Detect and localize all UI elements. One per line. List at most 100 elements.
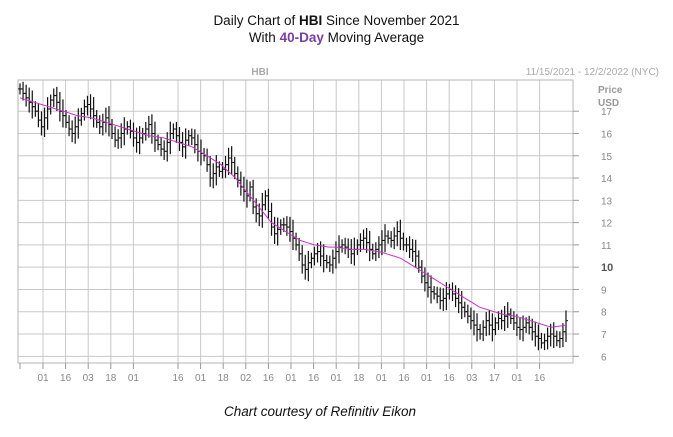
chart-title-line-1: Daily Chart of HBI Since November 2021 (213, 13, 460, 28)
price-bar (21, 81, 26, 101)
x-tick-label: 01 (376, 373, 388, 384)
price-bar (251, 179, 256, 215)
y-axis-label-currency: USD (598, 98, 619, 109)
price-bar (36, 104, 41, 128)
y-tick-label: 12 (601, 219, 613, 230)
y-tick-label: 13 (601, 196, 613, 207)
price-bar (70, 120, 75, 143)
price-bar (100, 113, 105, 136)
price-bar (346, 238, 351, 259)
price-bar (352, 237, 357, 266)
price-bar (88, 94, 93, 120)
date-range-label: 11/15/2021 - 12/2/2022 (NYC) (526, 67, 659, 78)
x-tick-label: 17 (489, 373, 501, 384)
price-bar (337, 235, 342, 264)
price-bar (564, 310, 568, 343)
y-tick-label: 17 (601, 107, 613, 118)
price-bar (324, 254, 329, 269)
x-tick-label: 16 (172, 373, 184, 384)
symbol-label: HBI (251, 67, 268, 78)
price-bar (208, 155, 213, 187)
price-bar (484, 311, 489, 337)
price-bar (508, 308, 513, 325)
price-bar (361, 229, 366, 250)
x-tick-label: 01 (421, 373, 433, 384)
x-tick-label: 16 (444, 373, 456, 384)
x-tick-label: 02 (240, 373, 252, 384)
price-bar (376, 236, 381, 259)
chart-title-line-2: With 40-Day Moving Average (248, 30, 425, 45)
x-tick-label: 01 (285, 373, 297, 384)
price-bar (272, 216, 277, 245)
x-tick-label: 01 (511, 373, 523, 384)
price-bar (379, 230, 384, 256)
y-tick-label: 8 (601, 308, 607, 319)
price-bar (60, 99, 65, 128)
price-bar (438, 287, 443, 310)
price-bar (76, 108, 81, 139)
price-bar (395, 221, 400, 247)
price-bar (24, 84, 29, 107)
price-bar (453, 285, 458, 308)
price-bar (432, 286, 437, 300)
price-bars (18, 81, 568, 351)
price-bar (113, 126, 118, 148)
x-axis-ticks: 01 16 03 18 01 16 01 18 02 16 01 16 01 18 01 16 01 16 03 17… (19, 363, 546, 384)
price-bar (407, 236, 412, 259)
price-bar (392, 227, 397, 250)
price-bar (97, 115, 102, 134)
x-tick-label: 03 (466, 373, 478, 384)
price-bar (517, 317, 522, 340)
price-bar (162, 140, 167, 160)
price-bar (137, 126, 142, 155)
price-bar (490, 313, 495, 342)
price-bar (527, 315, 532, 335)
price-bar (554, 330, 559, 347)
price-bar (211, 163, 216, 189)
price-bar (447, 283, 452, 300)
price-bar (398, 219, 403, 251)
price-bar (159, 137, 164, 157)
price-bar (165, 132, 170, 162)
price-bar (340, 239, 345, 253)
price-bar (91, 97, 96, 128)
price-bar (73, 116, 78, 144)
price-bar (51, 88, 56, 108)
price-bar (85, 95, 90, 116)
price-bar (349, 239, 354, 265)
price-bar (456, 288, 461, 314)
y-axis-ticks: 6 7 8 9 10 11 12 13 14 15 16 17 (573, 107, 613, 363)
price-bar (478, 324, 483, 340)
price-bar (386, 230, 391, 244)
price-bar (309, 252, 314, 269)
y-tick-label: 6 (601, 352, 607, 363)
x-tick-label: 01 (331, 373, 343, 384)
price-bar (116, 129, 121, 149)
price-bar (481, 320, 486, 342)
y-tick-label: 7 (601, 330, 607, 341)
chart-grid (18, 80, 573, 363)
price-bar (57, 92, 62, 122)
x-tick-label: 16 (60, 373, 72, 384)
price-bar (465, 304, 470, 324)
price-bar (45, 97, 50, 130)
x-tick-label: 18 (353, 373, 365, 384)
price-bar (367, 230, 372, 262)
price-bar (511, 311, 516, 331)
price-bar (496, 311, 501, 331)
price-bar (468, 307, 473, 330)
price-bar (140, 127, 145, 144)
x-tick-label: 01 (195, 373, 207, 384)
ma-period-label: 40-Day (279, 30, 324, 45)
price-bar (131, 122, 136, 147)
price-bar (312, 246, 317, 266)
y-tick-label: 10 (601, 262, 613, 274)
price-bar (125, 121, 130, 135)
price-bar (330, 249, 335, 274)
price-bar (275, 217, 280, 246)
price-bar (214, 155, 219, 186)
price-bar (149, 114, 154, 144)
price-bar (297, 237, 302, 261)
price-bar (183, 128, 188, 159)
